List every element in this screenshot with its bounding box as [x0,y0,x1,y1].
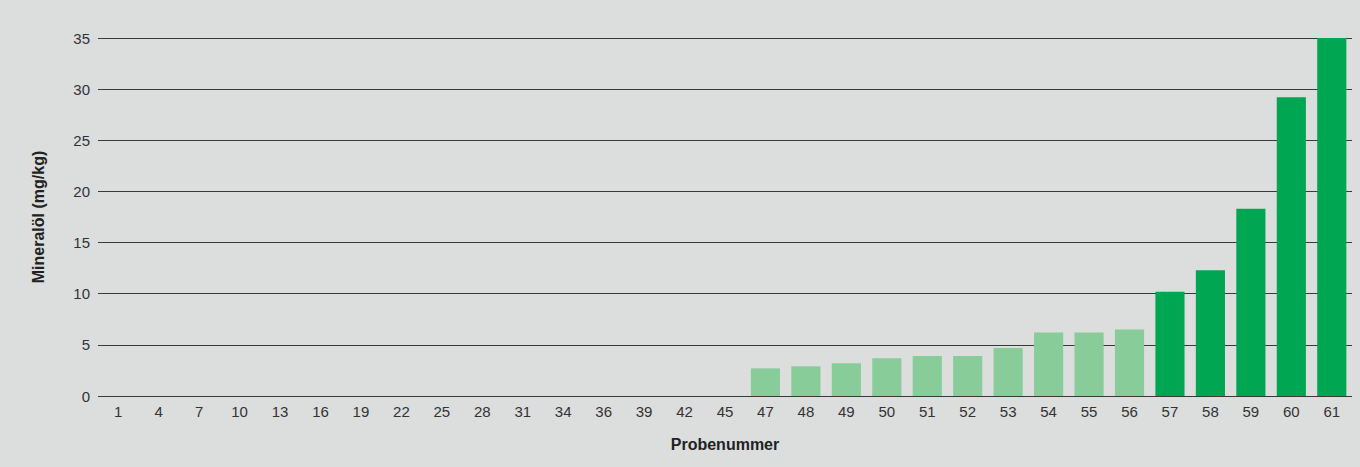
svg-text:4: 4 [155,403,163,420]
svg-text:59: 59 [1243,403,1260,420]
svg-text:Probenummer: Probenummer [671,436,779,453]
svg-text:5: 5 [82,336,90,353]
svg-text:10: 10 [73,285,90,302]
svg-text:Mineralöl (mg/kg): Mineralöl (mg/kg) [30,151,47,283]
svg-text:0: 0 [82,388,90,405]
svg-text:61: 61 [1323,403,1340,420]
svg-text:1: 1 [114,403,122,420]
svg-text:54: 54 [1040,403,1057,420]
svg-text:25: 25 [73,132,90,149]
svg-text:16: 16 [312,403,329,420]
svg-text:48: 48 [798,403,815,420]
svg-text:34: 34 [555,403,572,420]
svg-text:35: 35 [73,30,90,47]
svg-text:25: 25 [433,403,450,420]
svg-text:42: 42 [676,403,693,420]
svg-text:15: 15 [73,234,90,251]
svg-text:31: 31 [514,403,531,420]
svg-text:19: 19 [353,403,370,420]
svg-text:13: 13 [272,403,289,420]
svg-text:30: 30 [73,81,90,98]
svg-text:22: 22 [393,403,410,420]
svg-text:47: 47 [757,403,774,420]
svg-text:39: 39 [636,403,653,420]
svg-text:7: 7 [195,403,203,420]
svg-text:53: 53 [1000,403,1017,420]
svg-text:20: 20 [73,183,90,200]
svg-text:52: 52 [959,403,976,420]
svg-text:55: 55 [1081,403,1098,420]
svg-text:57: 57 [1162,403,1179,420]
svg-text:56: 56 [1121,403,1138,420]
svg-text:58: 58 [1202,403,1219,420]
svg-text:10: 10 [231,403,248,420]
svg-text:51: 51 [919,403,936,420]
svg-text:36: 36 [595,403,612,420]
svg-text:49: 49 [838,403,855,420]
svg-text:45: 45 [717,403,734,420]
svg-text:60: 60 [1283,403,1300,420]
svg-text:28: 28 [474,403,491,420]
svg-text:50: 50 [878,403,895,420]
